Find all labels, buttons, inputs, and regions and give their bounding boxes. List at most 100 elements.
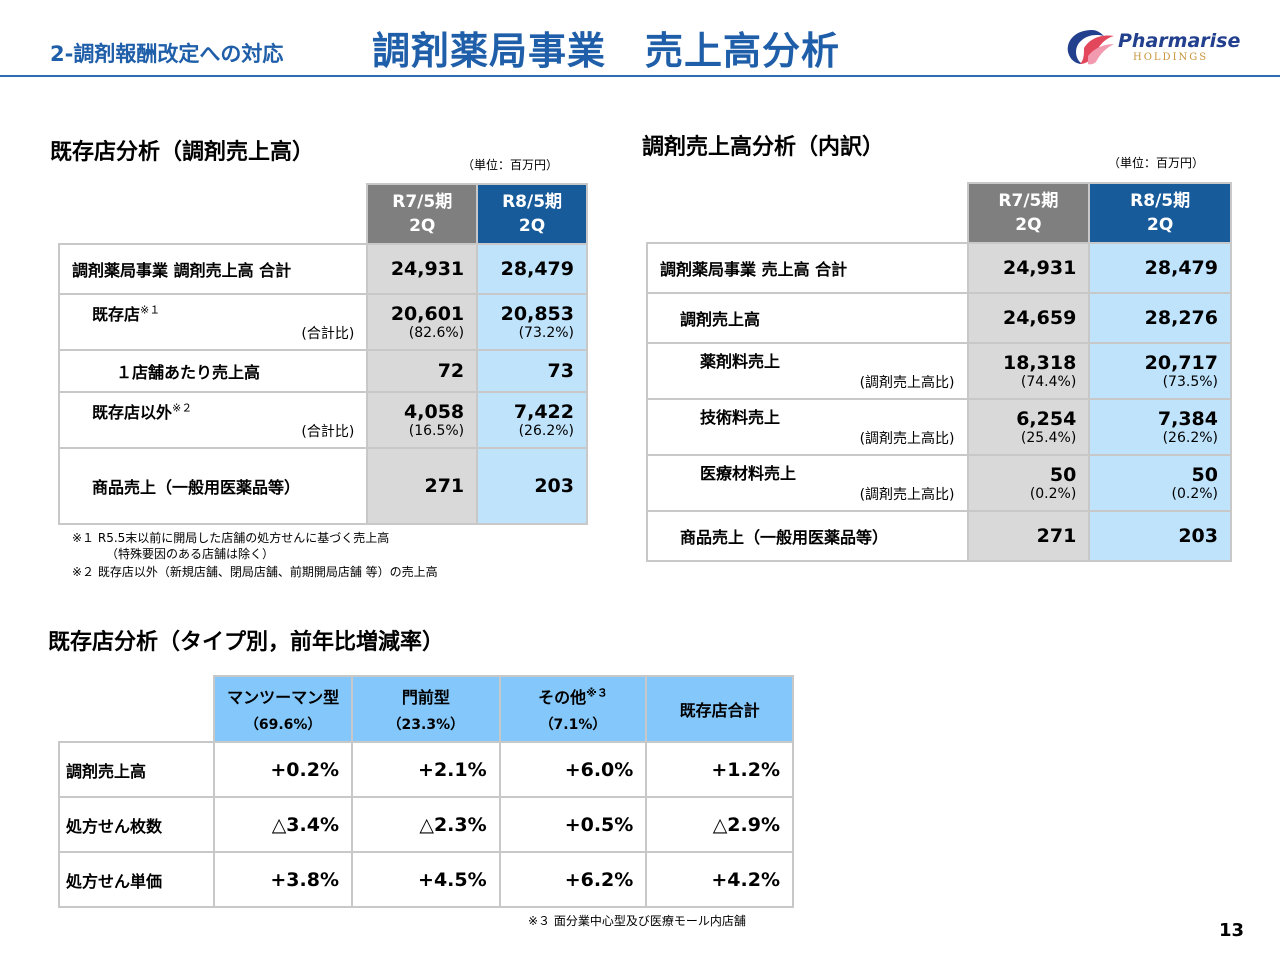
value-cell: +6.0%: [564, 758, 634, 781]
store-type-growth-table: マンツーマン型 （69.6%） 門前型 （23.3%） その他※３ （7.1%） 既存…: [57, 675, 794, 908]
existing-store-sales-table: R7/5期 2Q R8/5期 2Q 調剤薬局事業 調剤売上高 合計 24,931 2…: [57, 183, 588, 525]
col-header-manto: マンツーマン型 （69.6%）: [213, 675, 353, 743]
value-r7: 271: [1036, 525, 1077, 547]
sales-breakdown-table: R7/5期 2Q R8/5期 2Q 調剤薬局事業 売上高 合計 24,931 28,…: [646, 182, 1232, 562]
table-row: 商品売上（一般用医薬品等） 271 203: [646, 510, 1232, 562]
pct-r7: (0.2%): [1029, 486, 1077, 502]
pct-r8: (73.5%): [1162, 374, 1218, 390]
table-row: 調剤薬局事業 調剤売上高 合計 24,931 28,479: [57, 243, 588, 295]
col-header-r7: R7/5期 2Q: [966, 182, 1091, 244]
table-row: 調剤売上高 24,659 28,276: [646, 292, 1232, 344]
col-header-other: その他※３ （7.1%）: [498, 675, 648, 743]
row-label: 医療材料売上: [700, 464, 797, 483]
header-divider: [0, 75, 1280, 77]
value-r8: 7,422: [513, 401, 574, 423]
value-r8: 28,479: [500, 258, 574, 280]
table-row: 処方せん枚数 △3.4% △2.3% +0.5% △2.9%: [57, 796, 794, 853]
pct-r8: (26.2%): [518, 423, 574, 439]
value-cell: △2.9%: [712, 813, 780, 836]
value-cell: △3.4%: [271, 813, 339, 836]
bottom-section-title: 既存店分析（タイプ別，前年比増減率）: [48, 630, 445, 655]
value-cell: +0.2%: [270, 758, 339, 781]
value-r8: 203: [1178, 525, 1218, 547]
col-header-r8: R8/5期 2Q: [1088, 182, 1232, 244]
value-cell: △2.3%: [419, 813, 487, 836]
right-section-title: 調剤売上高分析（内訳）: [642, 135, 885, 160]
row-sublabel: (合計比): [301, 326, 355, 342]
table-row: 薬剤料売上 (調剤売上高比) 18,318 (74.4%) 20,717 (73.5…: [646, 342, 1232, 400]
table-row: 医療材料売上 (調剤売上高比) 50 (0.2%) 50 (0.2%): [646, 454, 1232, 512]
table-row: 調剤薬局事業 売上高 合計 24,931 28,479: [646, 242, 1232, 294]
table-row: 商品売上（一般用医薬品等） 271 203: [57, 447, 588, 525]
value-r7: 50: [1049, 464, 1077, 486]
value-cell: +4.5%: [418, 868, 487, 891]
row-label: １店舗あたり売上高: [116, 363, 261, 382]
row-sublabel: (調剤売上高比): [859, 431, 955, 447]
logo-subtitle: HOLDINGS: [1133, 52, 1209, 63]
company-logo-icon: [1067, 30, 1114, 65]
row-label: 薬剤料売上: [700, 352, 781, 371]
value-cell: +4.2%: [711, 868, 780, 891]
row-sublabel: (調剤売上高比): [859, 375, 955, 391]
col-header-r8: R8/5期 2Q: [476, 183, 588, 245]
value-r7: 24,659: [1002, 307, 1077, 329]
value-r8: 20,717: [1144, 352, 1218, 374]
row-label: 既存店以外: [92, 403, 173, 422]
section-subtitle: 2-調剤報酬改定への対応: [50, 42, 284, 66]
row-label: 調剤薬局事業 調剤売上高 合計: [72, 261, 292, 280]
pct-r7: (74.4%): [1020, 374, 1077, 390]
row-sublabel: (合計比): [301, 424, 355, 440]
row-label: 処方せん枚数: [66, 816, 163, 836]
value-cell: +3.8%: [270, 868, 339, 891]
value-r8: 50: [1191, 464, 1218, 486]
value-cell: +2.1%: [418, 758, 487, 781]
value-r7: 6,254: [1016, 408, 1077, 430]
col-header-total: 既存店合計: [645, 675, 794, 743]
pct-r8: (0.2%): [1171, 486, 1219, 502]
value-r7: 20,601: [390, 303, 465, 325]
value-r7: 72: [437, 360, 465, 382]
row-label: 既存店: [92, 305, 141, 324]
pct-r7: (16.5%): [408, 423, 465, 439]
row-label: 調剤売上高: [680, 310, 761, 329]
pct-r7: (82.6%): [408, 325, 465, 341]
value-r7: 18,318: [1002, 352, 1077, 374]
pct-r8: (73.2%): [518, 325, 574, 341]
value-r8: 73: [547, 360, 574, 382]
left-unit-label: （単位：百万円）: [462, 158, 559, 172]
footnote-mark: ※２: [172, 401, 193, 415]
page-title: 調剤薬局事業 売上高分析: [372, 29, 841, 73]
footnote-2: ※２ 既存店以外（新規店舗、閉局店舗、前期開局店舗 等）の売上高: [72, 565, 438, 579]
row-label: 商品売上（一般用医薬品等）: [680, 528, 889, 547]
pct-r7: (25.4%): [1020, 430, 1077, 446]
row-sublabel: (調剤売上高比): [859, 487, 955, 503]
footnote-1: ※１ R5.5末以前に開局した店舗の処方せんに基づく売上高: [72, 531, 390, 545]
value-r8: 20,853: [500, 303, 574, 325]
value-cell: +0.5%: [564, 813, 634, 836]
footnote-3: ※３ 面分業中心型及び医療モール内店舗: [528, 914, 746, 928]
pct-r8: (26.2%): [1162, 430, 1218, 446]
value-r8: 7,384: [1157, 408, 1218, 430]
value-r8: 203: [534, 475, 574, 497]
table-row: 既存店※１ (合計比) 20,601 (82.6%) 20,853 (73.2%): [57, 293, 588, 351]
table-row: 調剤売上高 +0.2% +2.1% +6.0% +1.2%: [57, 741, 794, 798]
value-cell: +6.2%: [564, 868, 634, 891]
value-r7: 24,931: [390, 258, 465, 280]
page-number: 13: [1218, 920, 1244, 941]
table-row: 処方せん単価 +3.8% +4.5% +6.2% +4.2%: [57, 851, 794, 908]
value-cell: +1.2%: [711, 758, 780, 781]
right-unit-label: （単位：百万円）: [1108, 156, 1205, 170]
row-label: 処方せん単価: [66, 871, 163, 891]
row-label: 調剤薬局事業 売上高 合計: [660, 260, 848, 279]
left-section-title: 既存店分析（調剤売上高）: [50, 140, 315, 165]
row-label: 技術料売上: [700, 408, 781, 427]
row-label: 調剤売上高: [66, 761, 147, 781]
value-r8: 28,479: [1144, 257, 1218, 279]
value-r7: 4,058: [404, 401, 465, 423]
footnote-1-cont: （特殊要因のある店舗は除く）: [106, 547, 275, 561]
table-row: 既存店以外※２ (合計比) 4,058 (16.5%) 7,422 (26.2%): [57, 391, 588, 449]
row-label: 商品売上（一般用医薬品等）: [92, 478, 301, 497]
value-r8: 28,276: [1144, 307, 1218, 329]
value-r7: 271: [424, 475, 465, 497]
footnote-mark: ※１: [140, 303, 161, 317]
